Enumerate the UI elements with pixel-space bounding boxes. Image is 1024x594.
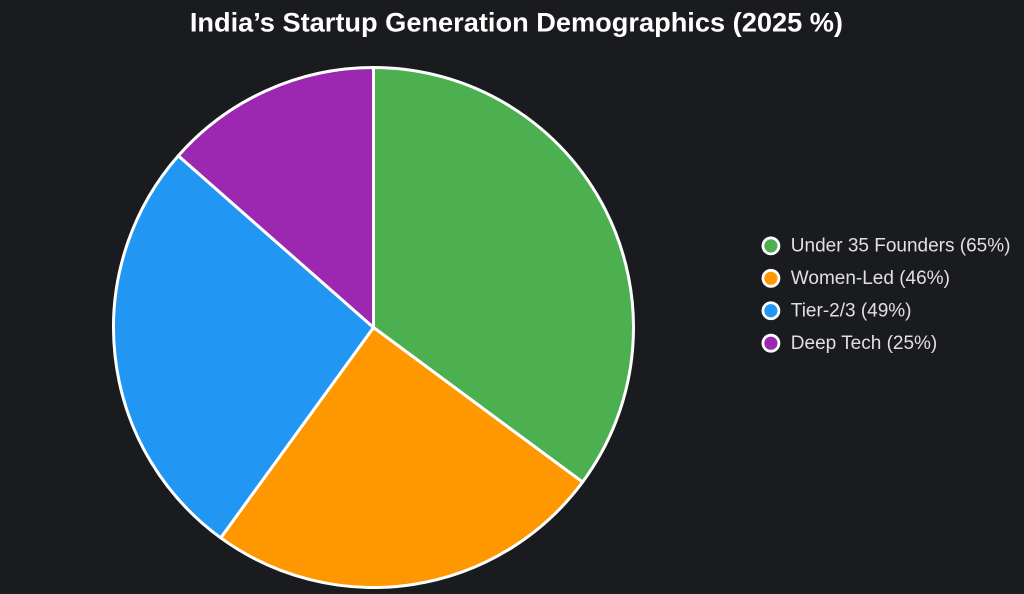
svg-text:Under 35 Founders (65%): Under 35 Founders (65%) (791, 236, 1011, 257)
svg-text:India’s Startup Generation Dem: India’s Startup Generation Demographics … (190, 6, 843, 37)
svg-text:Tier-2/3 (49%): Tier-2/3 (49%) (791, 301, 912, 322)
svg-text:Deep Tech (25%): Deep Tech (25%) (791, 333, 937, 354)
svg-text:Women-Led (46%): Women-Led (46%) (791, 268, 950, 289)
